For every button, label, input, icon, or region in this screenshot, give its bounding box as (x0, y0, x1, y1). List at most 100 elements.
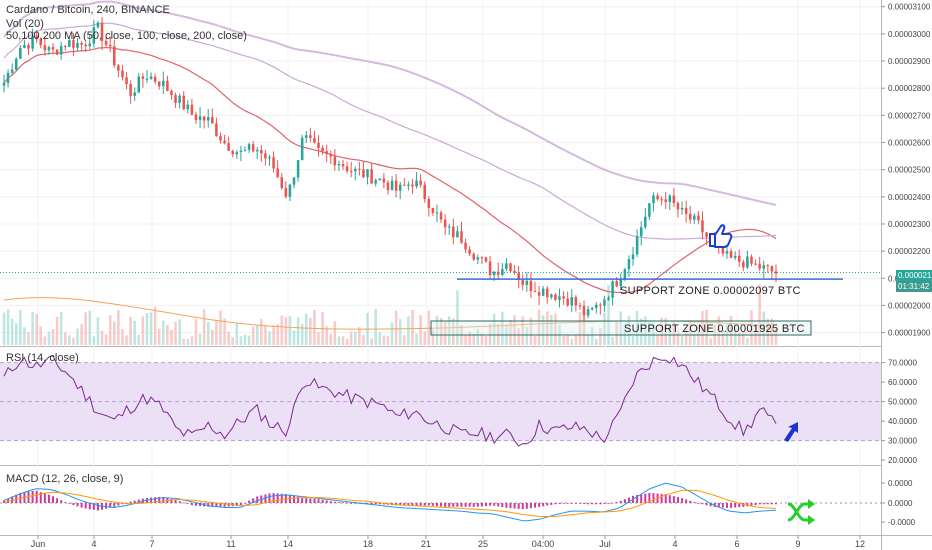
macd-histogram-bar (554, 503, 557, 505)
macd-histogram-bar (717, 503, 720, 508)
volume-bar (211, 329, 214, 345)
macd-histogram-bar (484, 503, 487, 507)
volume-bar (272, 325, 275, 345)
candle-body (480, 257, 484, 259)
volume-legend[interactable]: Vol (20) (6, 18, 44, 30)
volume-bar (541, 315, 545, 345)
candle-body (435, 212, 439, 214)
candle-body (660, 199, 663, 201)
volume-bar (243, 334, 247, 345)
candle-body (23, 44, 26, 48)
volume-bar (456, 290, 459, 345)
macd-histogram-bar (460, 503, 463, 507)
volume-bar (484, 336, 488, 345)
macd-histogram-bar (105, 503, 108, 509)
price-axis[interactable]: 0.00003100 0.00003000 0.00002900 0.00002800… (881, 3, 931, 527)
macd-histogram-bar (154, 497, 157, 503)
macd-histogram-bar (623, 499, 626, 503)
macd-histogram-bar (509, 503, 512, 509)
candle-body (166, 80, 169, 91)
macd-histogram-bar (505, 503, 508, 508)
macd-histogram-bar (480, 503, 483, 507)
candle-body (202, 116, 206, 121)
rsi-tick-label: 30.0000 (888, 437, 917, 446)
support-zone-label-upper: SUPPORT ZONE 0.00002097 BTC (620, 285, 801, 297)
volume-bar (684, 326, 688, 345)
volume-bar (599, 328, 602, 345)
macd-histogram-bar (248, 500, 251, 503)
macd-histogram-bar (444, 503, 447, 507)
time-axis[interactable]: Jun 4 7 11 14 18 21 25 04:00 Jul 4 6 9 12 (31, 535, 865, 549)
volume-bar (635, 311, 639, 345)
volume-bar (774, 328, 778, 345)
macd-histogram-bar (305, 498, 308, 503)
candle-body (521, 280, 525, 285)
volume-bar (100, 330, 104, 345)
candle-body (231, 150, 235, 155)
volume-bar (157, 328, 161, 345)
candle-body (688, 213, 692, 220)
volume-bar (2, 312, 6, 345)
candle-body (206, 117, 210, 121)
candle-body (672, 195, 676, 204)
candle-body (550, 294, 553, 298)
macd-histogram-bar (766, 503, 769, 505)
candle-body (644, 216, 647, 228)
volume-bar (104, 334, 108, 345)
macd-histogram-bar (272, 493, 275, 503)
volume-bar (133, 320, 136, 345)
macd-histogram-bar (264, 494, 267, 503)
volume-bar (652, 321, 655, 345)
volume-bar (186, 338, 190, 345)
volume-bar (96, 317, 100, 345)
macd-histogram-bar (333, 501, 336, 503)
macd-histogram-bar (243, 502, 246, 504)
macd-histogram-bar (550, 503, 553, 505)
volume-bar (758, 284, 761, 345)
candle-body (603, 299, 606, 306)
macd-histogram-bar (587, 503, 590, 505)
candle-body (321, 147, 324, 152)
volume-bar (419, 315, 422, 345)
candle-body (476, 257, 480, 260)
candle-body (272, 157, 275, 169)
candle-body (14, 58, 18, 70)
macd-histogram-bar (39, 492, 42, 503)
volume-bar (88, 310, 92, 345)
candle-body (284, 187, 288, 197)
candle-body (215, 123, 218, 137)
macd-histogram-bar (31, 490, 34, 503)
candle-body (415, 180, 418, 187)
volume-bar (521, 316, 525, 345)
ma-legend[interactable]: 50,100,200 MA (50, close, 100, close, 20… (6, 30, 247, 42)
candle-body (51, 47, 55, 50)
symbol-title[interactable]: Cardano / Bitcoin, 240, BINANCE (6, 4, 170, 16)
macd-histogram-bar (489, 503, 492, 506)
candle-body (125, 77, 128, 85)
candle-body (631, 254, 635, 260)
candle-body (525, 280, 529, 285)
volume-bar (76, 328, 79, 345)
macd-histogram-bar (452, 503, 455, 507)
candle-body (186, 104, 190, 110)
candle-body (431, 207, 435, 213)
time-tick-label: 04:00 (532, 539, 555, 549)
volume-bar (153, 306, 157, 345)
volume-bar (6, 309, 10, 345)
volume-bar (162, 320, 165, 345)
candle-body (178, 95, 181, 103)
candle-body (117, 65, 120, 71)
volume-bar (206, 321, 210, 345)
macd-histogram-bar (92, 503, 95, 510)
support-zone-label-lower: SUPPORT ZONE 0.00001925 BTC (624, 323, 805, 335)
rsi-legend[interactable]: RSI (14, close) (6, 352, 79, 364)
macd-histogram-bar (574, 503, 577, 504)
macd-histogram-bar (186, 503, 189, 504)
macd-legend[interactable]: MACD (12, 26, close, 9) (6, 473, 124, 485)
candle-body (607, 297, 610, 300)
volume-bar (578, 311, 582, 345)
macd-histogram-bar (640, 494, 643, 503)
volume-bar (125, 335, 128, 345)
candle-body (484, 257, 488, 262)
candle-body (623, 269, 627, 280)
